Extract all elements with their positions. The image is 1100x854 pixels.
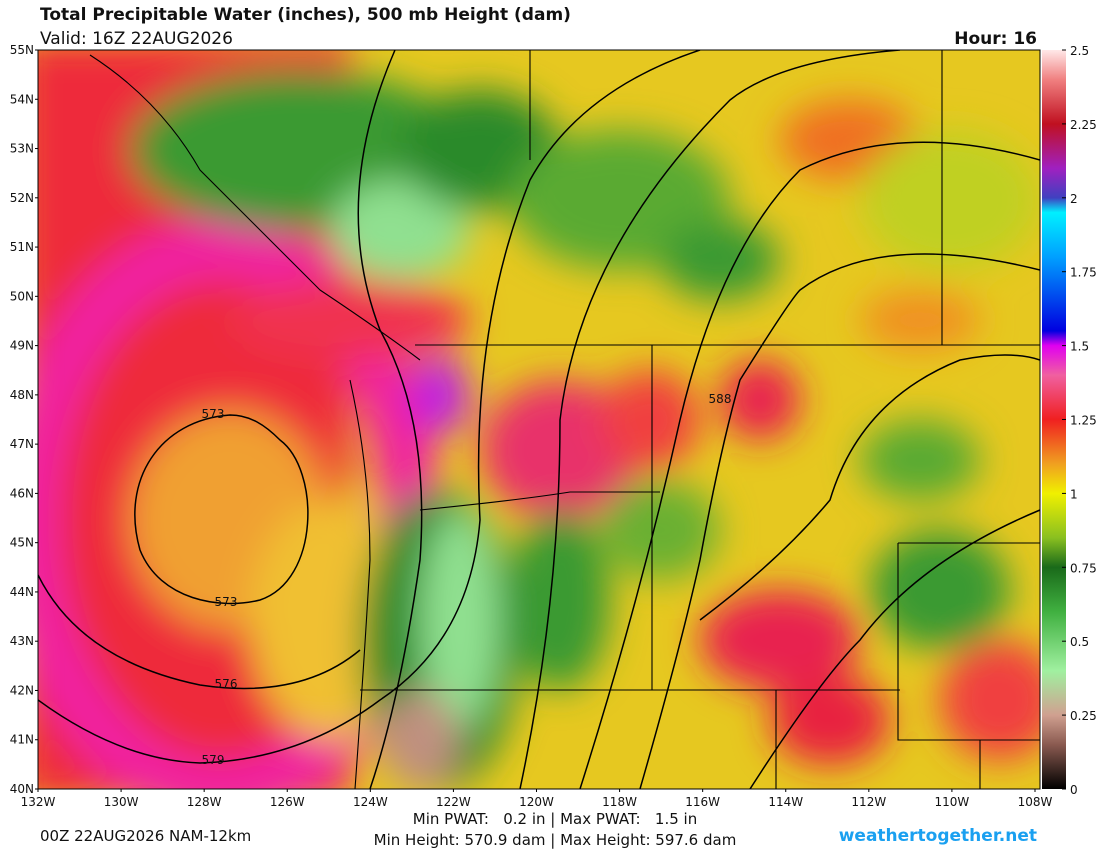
longitude-label: 118W: [602, 795, 637, 809]
colorbar-label: 2.25: [1070, 118, 1097, 132]
forecast-hour: Hour: 16: [954, 29, 1037, 49]
longitude-label: 112W: [851, 795, 886, 809]
map-frame: [37, 49, 1041, 790]
latitude-label: 54N: [10, 92, 34, 106]
site-credit: weathertogether.net: [839, 826, 1037, 846]
latitude-label: 53N: [10, 142, 34, 156]
longitude-label: 120W: [519, 795, 554, 809]
latitude-label: 52N: [10, 191, 34, 205]
colorbar-label: 1.75: [1070, 266, 1097, 280]
pwat-field: [38, 50, 1040, 789]
longitude-label: 108W: [1018, 795, 1053, 809]
longitude-label: 122W: [436, 795, 471, 809]
longitude-label: 126W: [270, 795, 305, 809]
pwat-range: Min PWAT: 0.2 in | Max PWAT: 1.5 in: [413, 810, 697, 828]
latitude-label: 48N: [10, 388, 34, 402]
latitude-label: 43N: [10, 634, 34, 648]
latitude-label: 41N: [10, 733, 34, 747]
longitude-label: 114W: [768, 795, 803, 809]
latitude-label: 47N: [10, 437, 34, 451]
colorbar-label: 0.75: [1070, 561, 1097, 575]
longitude-label: 130W: [104, 795, 139, 809]
height-range: Min Height: 570.9 dam | Max Height: 597.…: [374, 831, 737, 849]
longitude-label: 124W: [353, 795, 388, 809]
colorbar-label: 0.25: [1070, 709, 1097, 723]
longitude-label: 110W: [935, 795, 970, 809]
colorbar-label: 0.5: [1070, 635, 1089, 649]
latitude-label: 44N: [10, 585, 34, 599]
latitude-label: 42N: [10, 683, 34, 697]
latitude-label: 55N: [10, 43, 34, 57]
latitude-label: 51N: [10, 240, 34, 254]
longitude-label: 116W: [685, 795, 720, 809]
colorbar-label: 1: [1070, 487, 1078, 501]
latitude-label: 40N: [10, 782, 34, 796]
longitude-label: 132W: [21, 795, 56, 809]
contour-label: 573: [215, 595, 238, 609]
model-run: 00Z 22AUG2026 NAM-12km: [40, 827, 251, 845]
longitude-label: 128W: [187, 795, 222, 809]
contour-label: 588: [709, 392, 732, 406]
latitude-label: 50N: [10, 289, 34, 303]
latitude-label: 49N: [10, 339, 34, 353]
valid-time: Valid: 16Z 22AUG2026: [40, 29, 233, 49]
colorbar-label: 2.5: [1070, 44, 1089, 58]
colorbar-label: 1.5: [1070, 340, 1089, 354]
latitude-label: 45N: [10, 536, 34, 550]
contour-label: 573: [202, 407, 225, 421]
contour-label: 576: [215, 677, 238, 691]
title: Total Precipitable Water (inches), 500 m…: [40, 5, 571, 25]
colorbar-label: 0: [1070, 783, 1078, 797]
latitude-label: 46N: [10, 486, 34, 500]
colorbar-label: 1.25: [1070, 414, 1097, 428]
contour-label: 579: [202, 753, 225, 767]
colorbar-label: 2: [1070, 192, 1078, 206]
